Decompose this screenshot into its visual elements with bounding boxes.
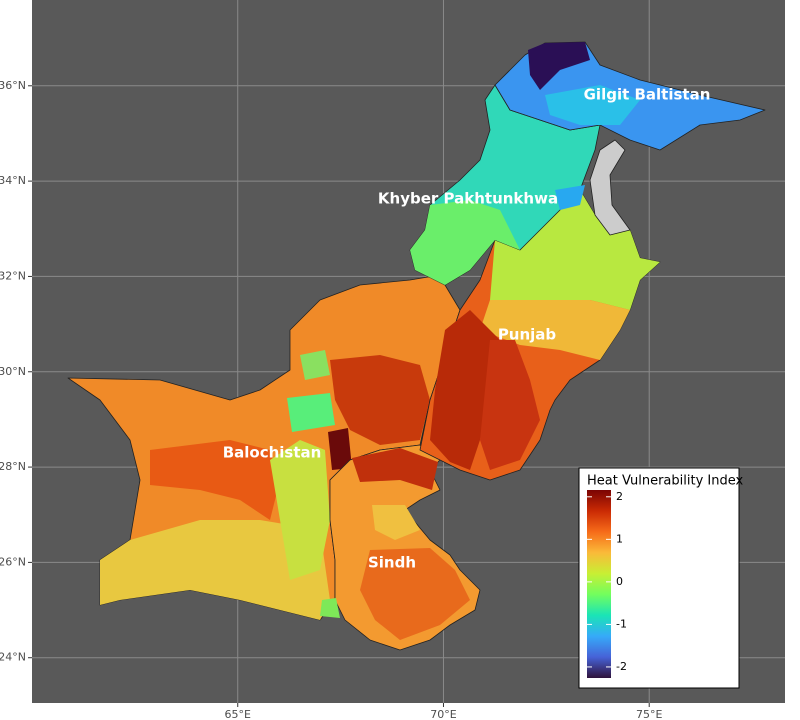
colorbar-tick-label: 1 <box>616 532 623 545</box>
district-area <box>328 428 352 470</box>
provinces <box>67 41 766 651</box>
colorbar-tick-label: 2 <box>616 490 623 503</box>
y-tick-label: 26°N <box>0 555 26 568</box>
district-area <box>287 393 335 432</box>
y-tick-label: 28°N <box>0 460 26 473</box>
district-area <box>330 355 430 445</box>
district-area <box>270 440 330 580</box>
y-tick-label: 32°N <box>0 269 26 282</box>
district-area <box>410 200 520 285</box>
y-tick-label: 30°N <box>0 365 26 378</box>
district-area <box>320 598 340 618</box>
district-area <box>150 440 280 520</box>
colorbar-tick-label: -1 <box>616 617 627 630</box>
region-label: Balochistan <box>223 444 322 462</box>
region-label: Khyber Pakhtunkhwa <box>378 190 558 208</box>
x-tick-label: 70°E <box>430 708 456 720</box>
y-tick-label: 34°N <box>0 174 26 187</box>
district-area <box>528 42 590 90</box>
district-area <box>300 350 330 380</box>
colorbar <box>587 490 611 678</box>
legend: Heat Vulnerability Index -2 -1 0 1 2 <box>578 467 743 689</box>
y-tick-label: 24°N <box>0 651 26 664</box>
district-area <box>480 340 540 470</box>
colorbar-tick-label: 0 <box>616 575 623 588</box>
district-area <box>430 310 500 470</box>
district-area <box>372 505 420 540</box>
region-label: Gilgit Baltistan <box>584 86 711 104</box>
x-tick-label: 75°E <box>636 708 662 720</box>
district-area <box>352 448 438 490</box>
legend-title: Heat Vulnerability Index <box>587 474 743 489</box>
y-tick-label: 36°N <box>0 79 26 92</box>
district-area <box>360 548 470 640</box>
region-label: Punjab <box>498 326 557 344</box>
region-label: Sindh <box>368 554 416 572</box>
region-labels: Gilgit Baltistan Khyber Pakhtunkhwa Punj… <box>223 86 711 572</box>
x-tick-label: 65°E <box>225 708 251 720</box>
district-area <box>545 85 640 125</box>
district-area <box>480 300 630 360</box>
colorbar-tick-label: -2 <box>616 660 627 673</box>
district-area <box>100 520 330 620</box>
district-area <box>490 190 660 310</box>
district-area <box>555 185 585 210</box>
disputed-area <box>589 139 631 236</box>
